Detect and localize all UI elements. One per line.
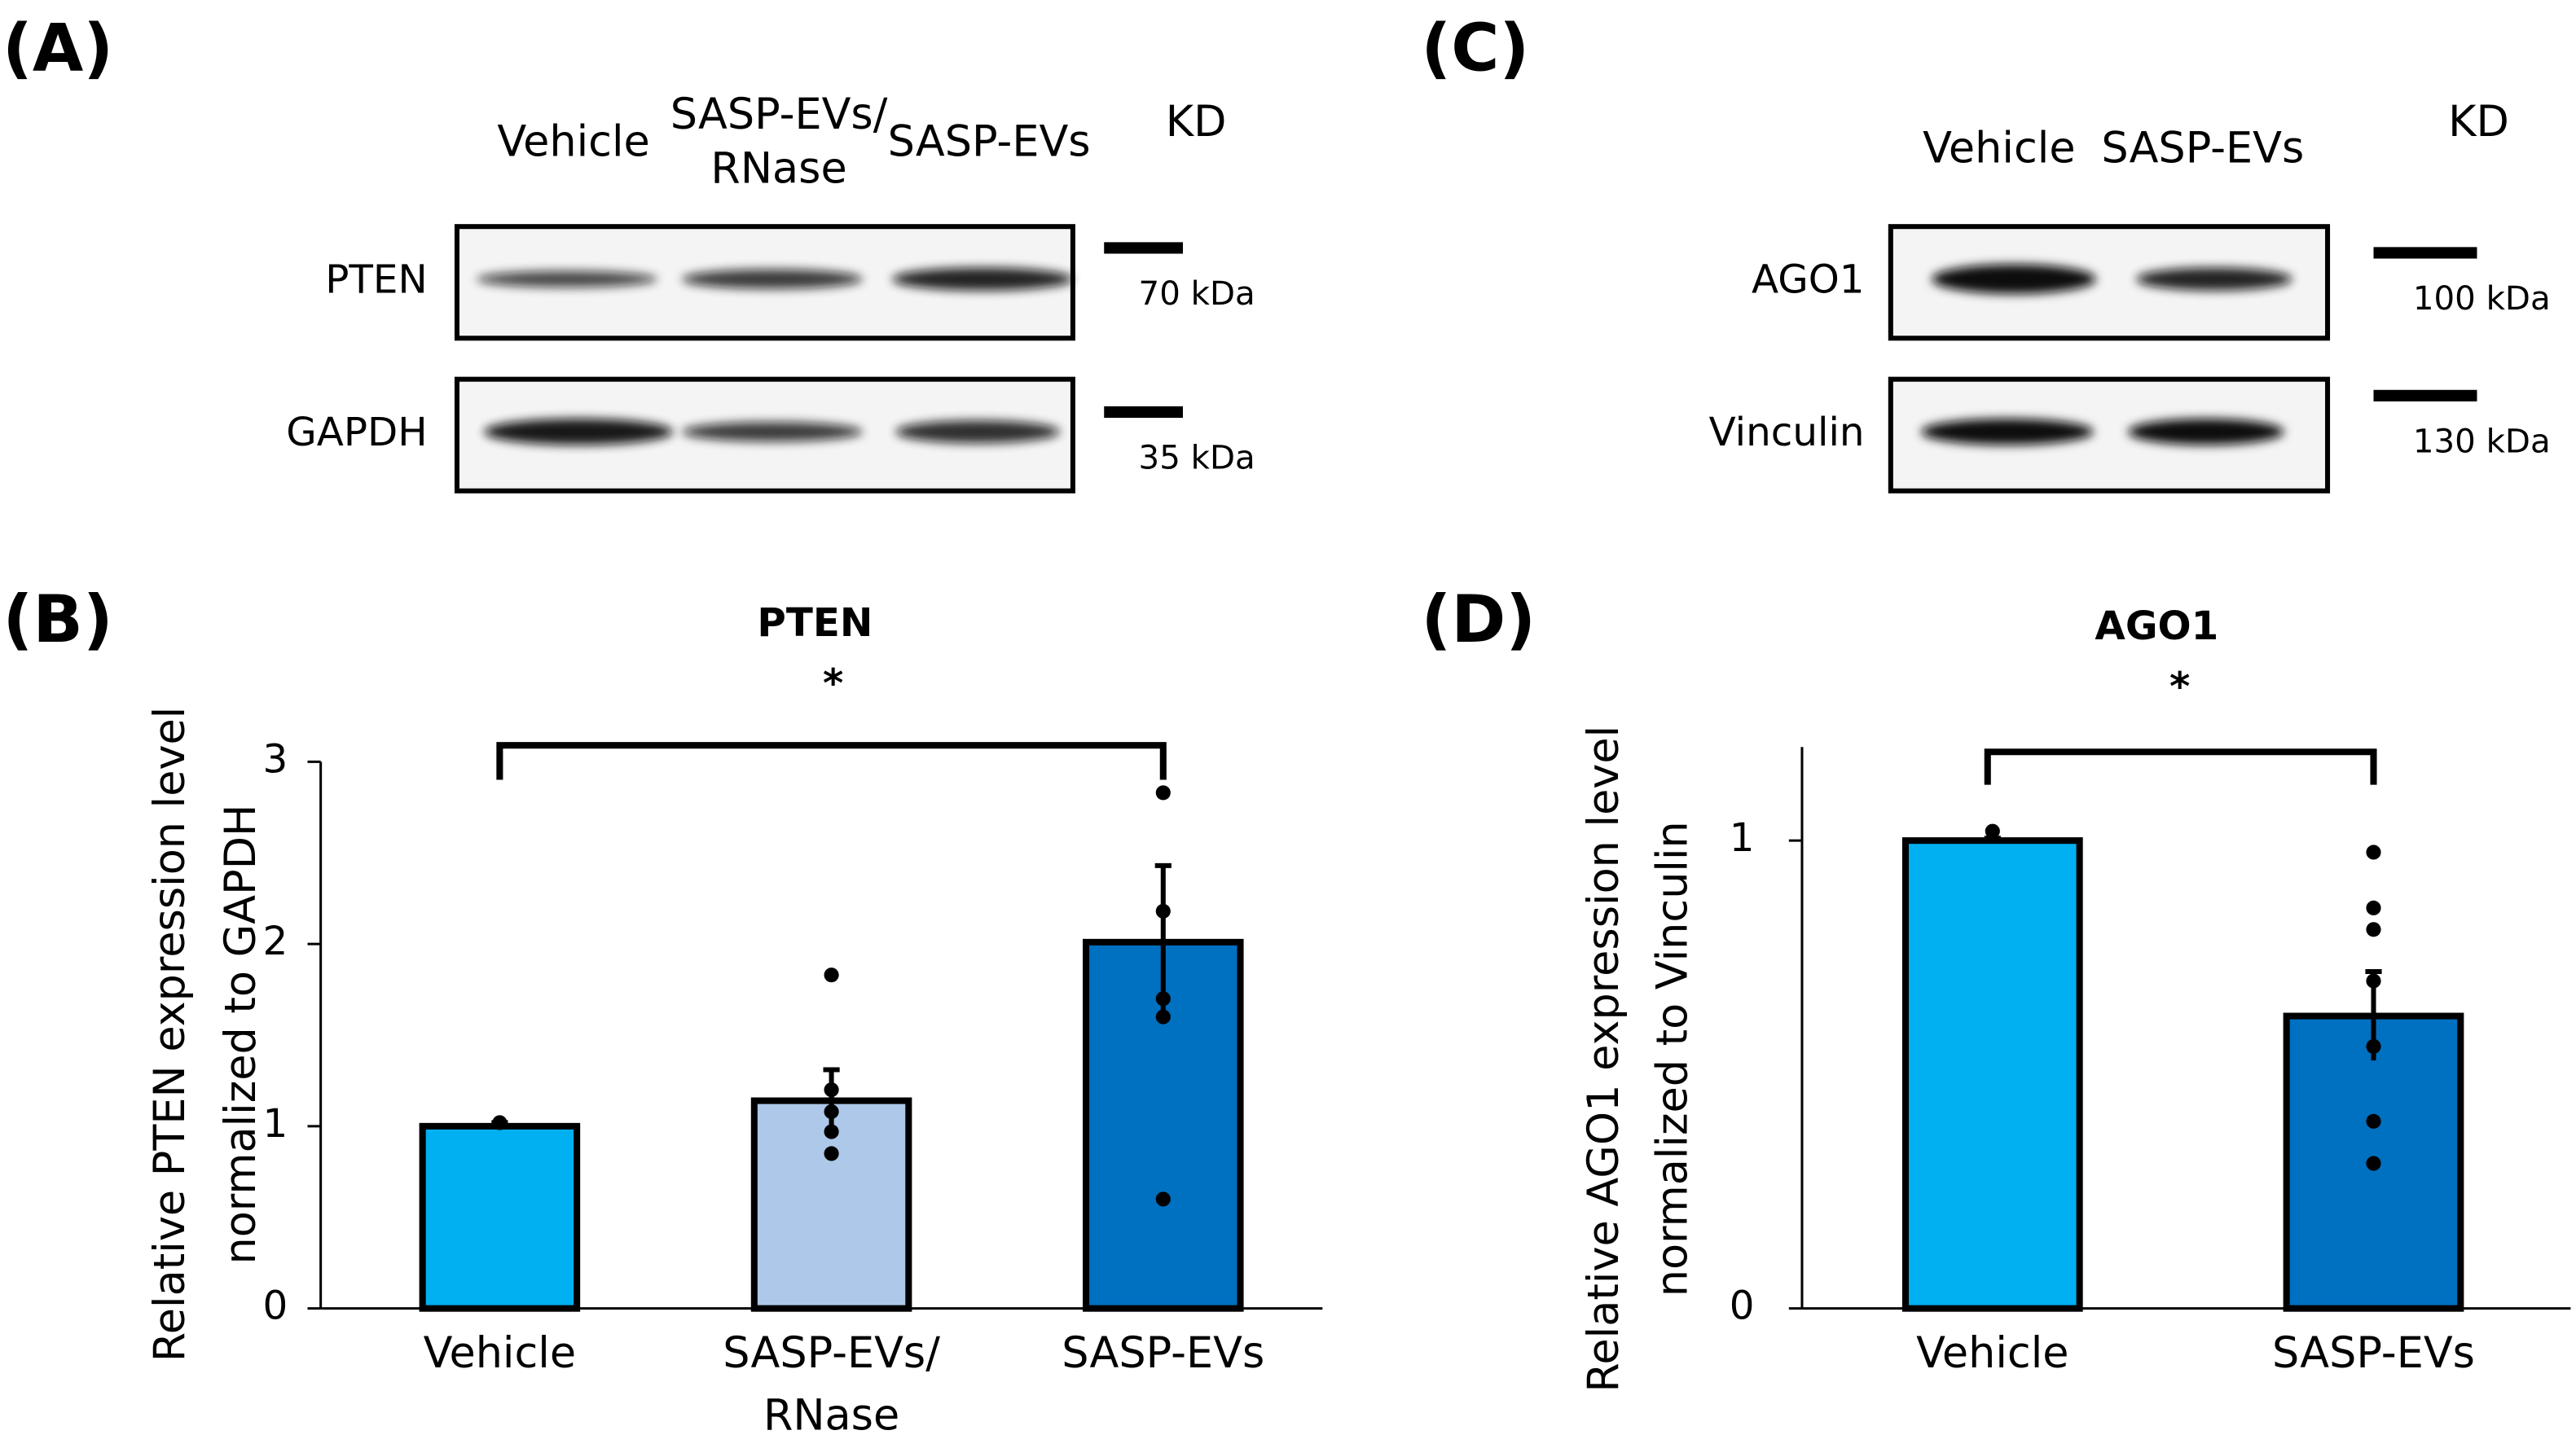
data-point [2366, 900, 2381, 915]
data-point [824, 1146, 839, 1161]
data-point [492, 1115, 508, 1130]
data-point [824, 1124, 839, 1139]
protein-label: GAPDH [286, 410, 427, 455]
x-tick-label: SASP-EVs/ [723, 1328, 940, 1378]
size-label: 35 kDa [1139, 438, 1255, 476]
data-point [2366, 973, 2381, 989]
x-tick-label: RNase [763, 1391, 899, 1441]
bar [1901, 837, 2083, 1312]
significance-bracket [1984, 748, 2377, 785]
lane-label: Vehicle [497, 116, 649, 166]
x-tick-label: Vehicle [1916, 1328, 2068, 1378]
size-label: 100 kDa [2413, 279, 2551, 318]
y-tick-label: 1 [263, 1101, 288, 1147]
kd-header: KD [2448, 97, 2509, 147]
x-tick-label: SASP-EVs [2272, 1328, 2475, 1378]
data-point [1985, 823, 2000, 839]
data-point [1155, 785, 1171, 801]
data-point [1155, 991, 1171, 1007]
chart-title: PTEN [757, 600, 873, 646]
data-point [824, 968, 839, 983]
data-point [2366, 1038, 2381, 1054]
y-tick-label: 1 [1730, 815, 1755, 861]
annotation: * [823, 661, 843, 707]
panel-label: (D) [1422, 581, 1536, 658]
size-label: 70 kDa [1139, 274, 1255, 313]
blot-band [484, 419, 674, 445]
data-point [2366, 1113, 2381, 1129]
data-point [2366, 922, 2381, 937]
blot-band [477, 270, 657, 287]
lane-label: SASP-EVs [888, 116, 1091, 166]
x-tick-label: SASP-EVs [1062, 1328, 1264, 1378]
blot-band [895, 420, 1060, 444]
data-point [1155, 1009, 1171, 1025]
data-point [824, 1104, 839, 1120]
y-axis-label: normalized to Vinculin [1648, 821, 1698, 1297]
error-bar [823, 1067, 840, 1132]
y-axis-label: Relative AGO1 expression level [1579, 726, 1629, 1393]
y-tick-label: 3 [263, 736, 288, 782]
y-tick-label: 0 [1730, 1283, 1755, 1329]
panel-label: (C) [1421, 10, 1529, 86]
significance-bracket [496, 742, 1167, 780]
figure-layer: (A) KD Vehicle SASP-EVs/RNase SASP-EVs PTEN 70… [2, 10, 2571, 1441]
x-tick-label: Vehicle [424, 1328, 576, 1378]
panel-label: (B) [3, 581, 113, 658]
protein-label: AGO1 [1752, 257, 1865, 303]
data-point [1155, 1191, 1171, 1207]
blot-band [1921, 419, 2094, 445]
blot-band [682, 269, 863, 289]
data-point [1155, 903, 1171, 919]
blot-band [2128, 419, 2284, 445]
data-point [2366, 1156, 2381, 1171]
blot-band [2136, 267, 2292, 291]
panel-label: (A) [2, 10, 113, 86]
lane-label: SASP-EVs [2101, 123, 2304, 173]
lane-label: RNase [710, 144, 846, 194]
protein-label: Vinculin [1709, 410, 1865, 455]
data-point [824, 1082, 839, 1098]
kd-header: KD [1166, 97, 1227, 147]
annotation: * [2169, 665, 2190, 710]
lane-label: Vehicle [1923, 123, 2075, 173]
data-point [2366, 845, 2381, 860]
blot-band [1932, 264, 2096, 294]
blot-band [892, 267, 1073, 291]
bar [419, 1122, 581, 1312]
y-axis-label: Relative PTEN expression level [145, 707, 195, 1362]
blot-band [682, 422, 863, 442]
y-axis-label: normalized to GAPDH [216, 805, 266, 1265]
size-label: 130 kDa [2413, 422, 2551, 460]
chart-title: AGO1 [2095, 603, 2218, 649]
protein-label: PTEN [325, 257, 427, 303]
y-tick-label: 2 [263, 919, 288, 964]
lane-label: SASP-EVs/ [670, 90, 888, 139]
y-tick-label: 0 [263, 1283, 288, 1329]
